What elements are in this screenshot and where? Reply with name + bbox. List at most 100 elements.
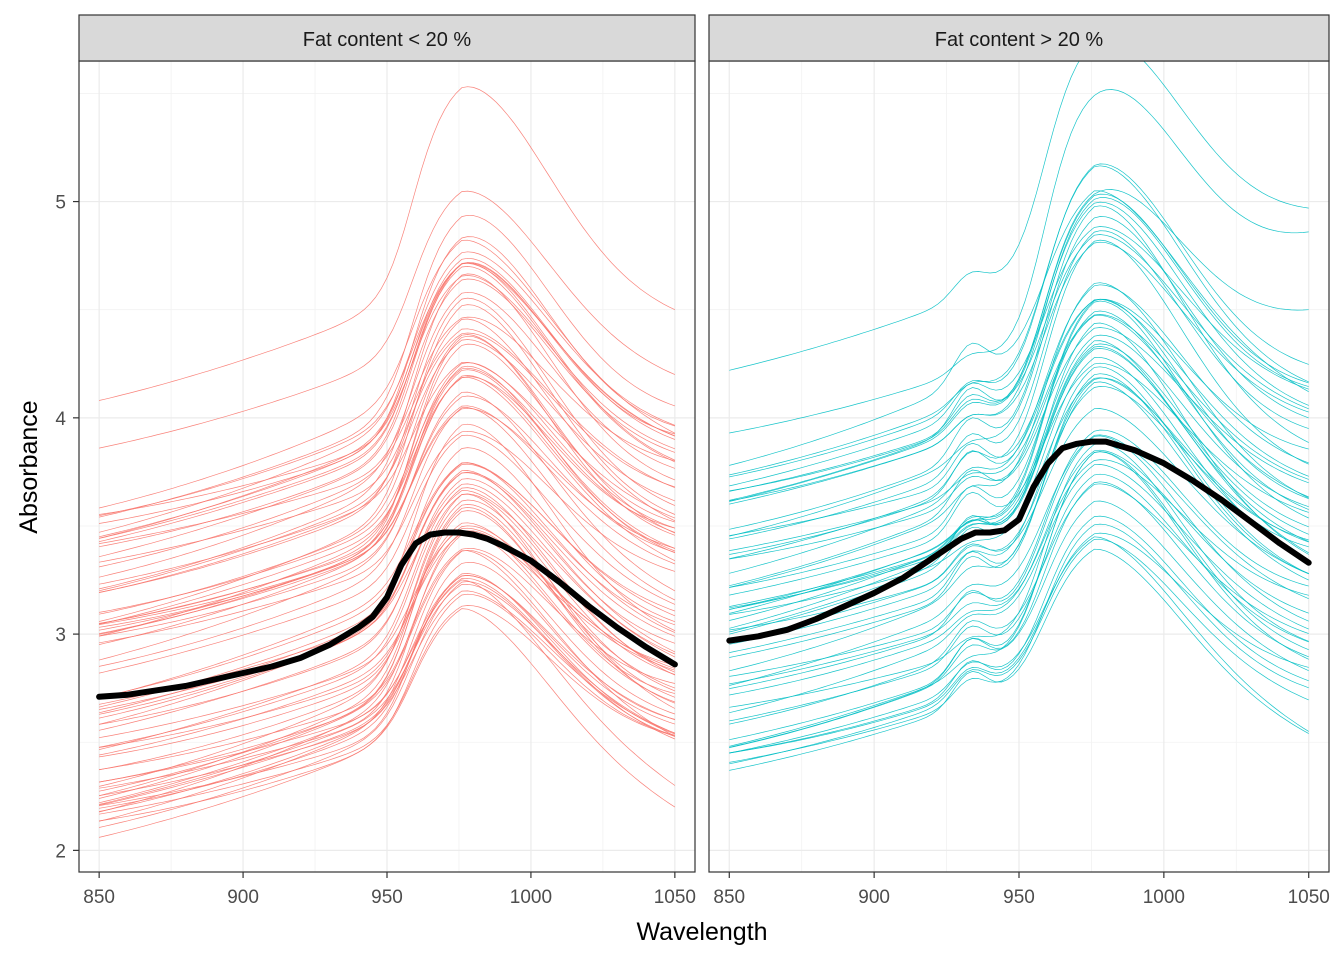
x-axis-title: Wavelength — [636, 918, 767, 946]
sample-spectrum-line — [729, 449, 1309, 696]
sample-spectrum-line — [99, 275, 676, 515]
strip-background — [708, 14, 1330, 62]
gridlines — [79, 61, 695, 872]
sample-spectrum-line — [99, 470, 676, 719]
x-tick-label: 1000 — [510, 887, 552, 908]
sample-spectrum-line — [99, 507, 676, 783]
sample-spectrum-line — [729, 282, 1309, 588]
sample-spectrum-line — [729, 429, 1309, 677]
x-tick-label: 1050 — [654, 887, 696, 908]
panel-right: Fat content > 20 % 850 900 950 1000 1050 — [708, 14, 1330, 908]
sample-spectrum-line — [99, 583, 676, 805]
sample-spectrum-line — [99, 362, 676, 637]
mean-spectrum-line — [726, 438, 1312, 644]
y-axis-title: Absorbance — [15, 400, 43, 533]
sample-spectrum-line — [99, 590, 676, 812]
sample-spectrum-line — [729, 464, 1309, 714]
sample-spectrum-line — [729, 165, 1309, 476]
sample-spectrum-line — [729, 515, 1309, 754]
sample-spectrum-line — [99, 549, 676, 822]
sample-spectrum-line — [729, 500, 1309, 749]
sample-spectrum-line — [729, 239, 1309, 560]
sample-spectrum-line — [729, 362, 1309, 596]
sample-spectrum-line — [99, 316, 675, 544]
sample-spectrum-line — [99, 575, 676, 797]
sample-spectrum-line — [729, 284, 1309, 574]
sample-spectrum-line — [729, 548, 1309, 771]
x-tick-label: 900 — [227, 887, 259, 908]
y-axis: 2 3 4 5 — [55, 193, 79, 862]
sample-spectrum-line — [99, 493, 676, 787]
x-tick-label: 1050 — [1288, 887, 1330, 908]
sample-spectrum-line — [99, 304, 676, 622]
sample-spectrum-line — [729, 536, 1309, 754]
y-tick-label: 3 — [55, 625, 66, 646]
sample-spectrum-line — [99, 490, 676, 725]
sample-spectrum-line — [99, 339, 676, 592]
sample-spectrum-line — [729, 538, 1309, 765]
sample-spectrum-line — [729, 89, 1309, 434]
sample-spectrum-line — [99, 239, 676, 509]
sample-spectrum-line — [729, 346, 1309, 609]
sample-spectra — [729, 38, 1309, 771]
sample-spectrum-line — [99, 504, 676, 797]
sample-spectrum-line — [99, 499, 676, 771]
sample-spectrum-line — [729, 481, 1309, 741]
sample-spectrum-line — [99, 86, 676, 401]
sample-spectrum-line — [99, 251, 676, 533]
sample-spectrum-line — [729, 216, 1309, 537]
y-tick-label: 4 — [55, 409, 66, 430]
gridlines — [709, 61, 1329, 872]
sample-spectrum-line — [99, 478, 676, 725]
sample-spectrum-line — [99, 262, 676, 542]
sample-spectrum-line — [99, 510, 676, 792]
sample-spectrum-line — [99, 463, 676, 698]
sample-spectrum-line — [99, 266, 676, 539]
sample-spectrum-line — [99, 328, 676, 568]
sample-spectrum-line — [99, 407, 676, 667]
sample-spectrum-line — [99, 262, 676, 517]
strip-label: Fat content < 20 % — [303, 29, 472, 51]
sample-spectrum-line — [729, 190, 1309, 466]
sample-spectrum-line — [729, 230, 1309, 540]
sample-spectrum-line — [729, 205, 1309, 530]
sample-spectrum-line — [729, 322, 1309, 633]
x-axis: 850 900 950 1000 1050 — [83, 872, 696, 908]
sample-spectra — [99, 86, 676, 838]
sample-spectrum-line — [729, 334, 1309, 610]
sample-spectrum-line — [99, 550, 676, 799]
sample-spectrum-line — [729, 327, 1309, 587]
sample-spectrum-line — [99, 575, 676, 783]
sample-spectrum-line — [99, 608, 676, 838]
x-tick-label: 900 — [858, 887, 890, 908]
sample-spectrum-line — [99, 376, 676, 625]
sample-spectrum-line — [99, 278, 676, 558]
sample-spectrum-line — [729, 451, 1309, 748]
sample-spectrum-line — [729, 523, 1309, 763]
sample-spectrum-line — [729, 300, 1309, 621]
sample-spectrum-line — [99, 434, 676, 674]
sample-spectrum-line — [99, 522, 676, 748]
sample-spectrum-line — [729, 193, 1309, 492]
sample-spectrum-line — [99, 367, 676, 613]
sample-spectrum-line — [729, 451, 1309, 747]
sample-spectrum-line — [729, 459, 1309, 685]
sample-spectrum-line — [99, 530, 675, 789]
sample-spectrum-line — [99, 525, 675, 758]
x-tick-label: 950 — [371, 887, 403, 908]
sample-spectrum-line — [99, 605, 675, 815]
x-tick-label: 950 — [1003, 887, 1035, 908]
sample-spectrum-line — [99, 577, 676, 806]
sample-spectrum-line — [729, 234, 1309, 501]
sample-spectrum-line — [99, 430, 676, 644]
sample-spectrum-line — [99, 593, 675, 822]
x-tick-label: 850 — [713, 887, 745, 908]
sample-spectrum-line — [729, 473, 1309, 722]
sample-spectrum-line — [729, 310, 1309, 588]
sample-spectrum-line — [99, 407, 676, 625]
sample-spectrum-line — [729, 340, 1309, 629]
sample-spectrum-line — [99, 375, 676, 645]
sample-spectrum-line — [99, 532, 676, 756]
sample-spectrum-line — [99, 190, 676, 449]
